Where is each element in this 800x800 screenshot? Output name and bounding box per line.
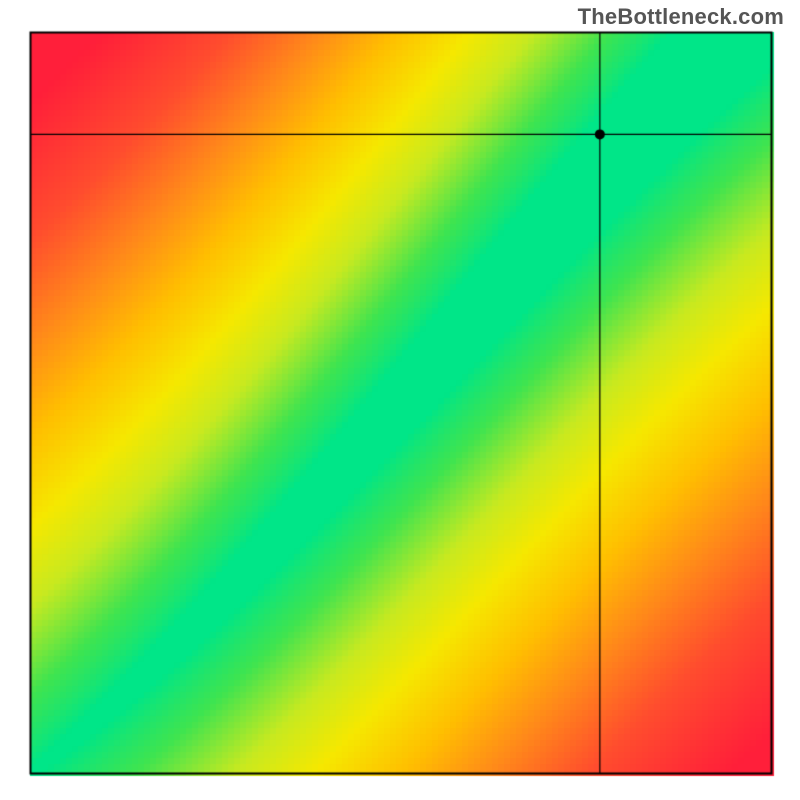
bottleneck-heatmap-canvas xyxy=(0,0,800,800)
watermark-text: TheBottleneck.com xyxy=(578,4,784,30)
chart-container: TheBottleneck.com xyxy=(0,0,800,800)
